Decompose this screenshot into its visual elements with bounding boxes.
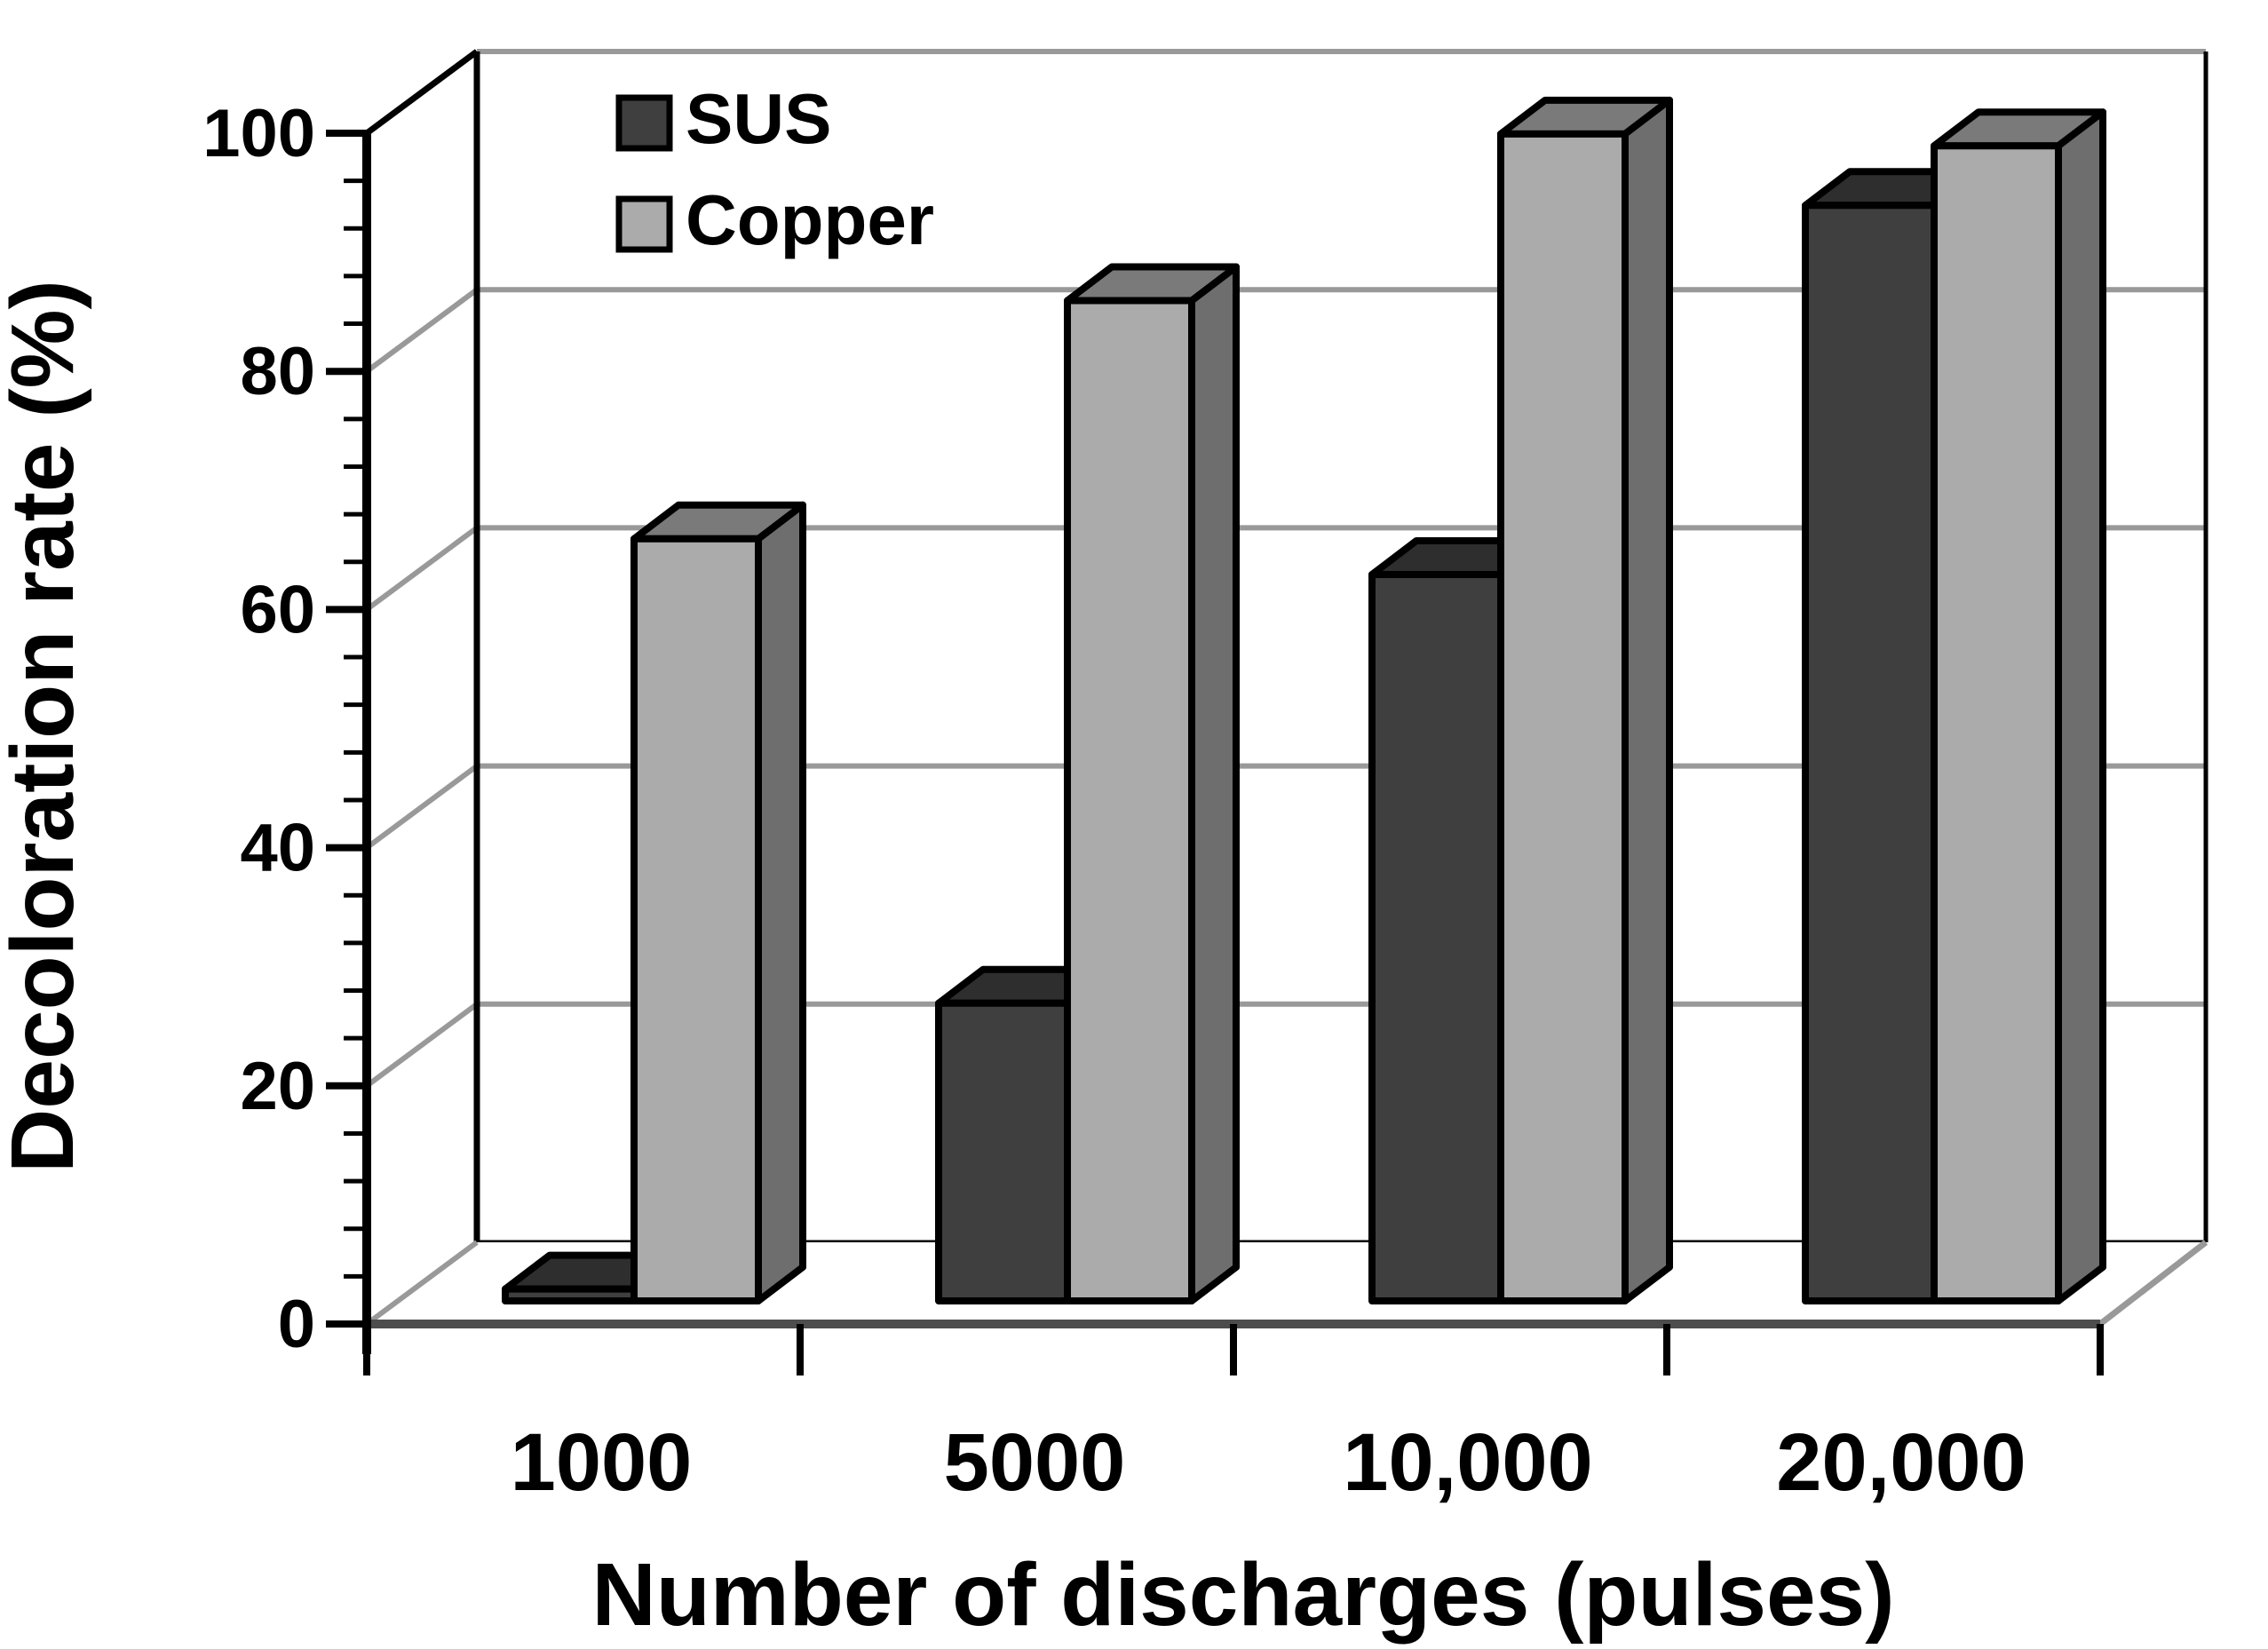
x-category-label-5000: 5000 [944,1417,1126,1508]
bar-copper-5000-side-face [1188,263,1240,1304]
legend-swatch-copper [615,195,673,253]
y-tick-label-20: 20 [240,1049,315,1124]
y-axis-title: Decoloration rate (%) [0,280,92,1173]
bar-copper-1000-front-face [630,535,762,1304]
bar-copper-5000-front-face [1064,297,1195,1304]
y-tick-label-40: 40 [240,811,315,886]
x-category-label-10000: 10,000 [1343,1417,1592,1508]
bar-sus-5000-front-face [935,999,1071,1304]
y-tick-label-100: 100 [202,96,315,171]
bar-copper-20000-front-face [1931,142,2062,1304]
plot-back-wall [477,52,2206,1242]
x-category-label-1000: 1000 [511,1417,693,1508]
gridline-connector-60 [365,525,479,612]
y-tick-label-80: 80 [240,334,315,409]
y-axis-top-depth-edge [364,49,480,136]
plot-floor [367,1242,2206,1324]
legend-label-copper: Copper [686,180,934,259]
legend-swatch-sus [615,94,673,152]
x-category-label-20000: 20,000 [1776,1417,2026,1508]
x-axis-title: Number of discharges (pulses) [592,1545,1895,1645]
y-tick-label-60: 60 [240,572,315,647]
bar-copper-10000-front-face [1497,130,1629,1304]
gridline-connector-20 [365,1002,479,1089]
y-tick-label-0: 0 [278,1287,315,1362]
bar-copper-10000-side-face [1622,96,1673,1304]
bar-copper-20000-side-face [2055,108,2106,1304]
floor-left-edge [365,1240,479,1327]
bar-copper-1000-side-face [755,501,806,1304]
floor-right-edge [2098,1240,2209,1327]
bar-sus-1000-front-face [502,1285,638,1304]
bar-sus-10000-front-face [1368,570,1504,1304]
gridline-connector-40 [365,764,479,851]
gridline-connector-80 [365,287,479,374]
bar-sus-20000-front-face [1802,202,1938,1304]
legend-label-sus: SUS [686,79,832,158]
